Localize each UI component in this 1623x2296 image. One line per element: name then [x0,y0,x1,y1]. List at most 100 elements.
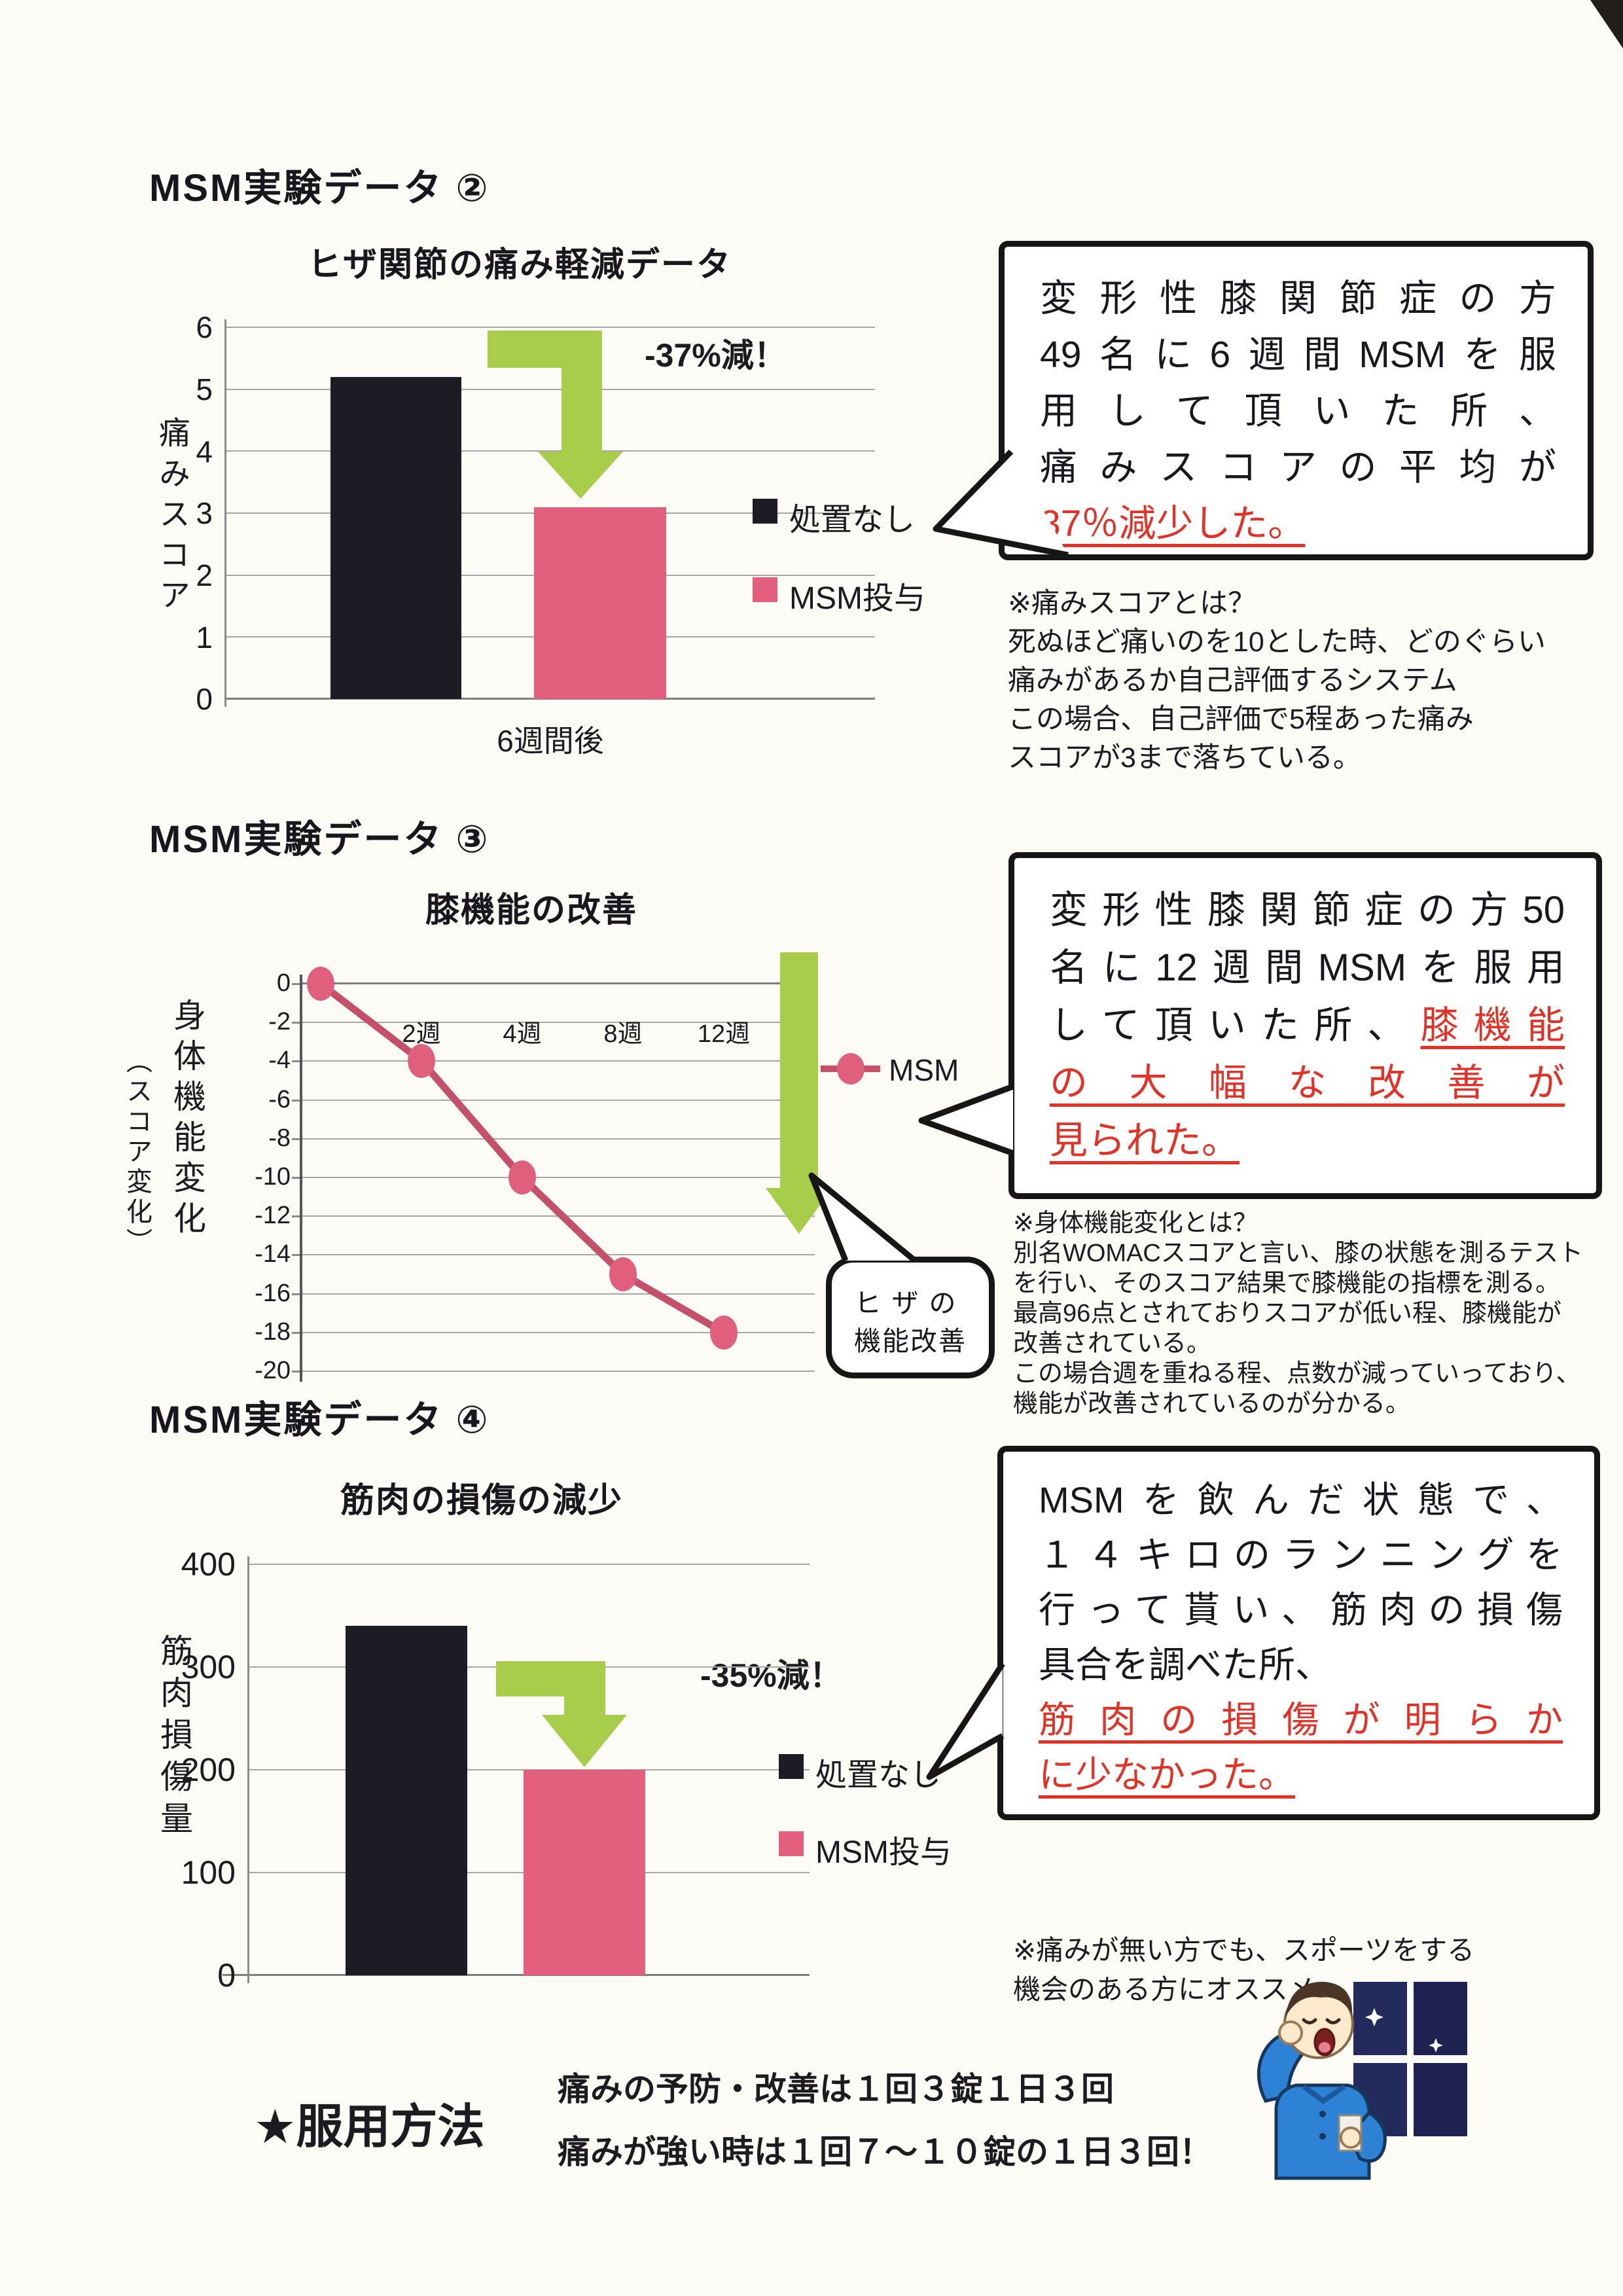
y-tick-label: 0 [217,1957,236,1994]
note-line: この場合週を重ねる程、点数が減っていっており、 [1013,1360,1581,1388]
y-tick-label: -4 [268,1047,291,1075]
bubble2-tail [918,1083,1014,1157]
scan-corner-artifact [1590,0,1623,48]
chart3-y-axis-label: 筋肉損傷量 [156,1634,192,1843]
y-tick-label: 0 [196,682,213,717]
bubble-line: 名に12週間MSMを服用 [1050,939,1565,997]
y-tick-mark [292,1215,301,1218]
y-tick-label: -8 [268,1124,291,1152]
y-tick-label: 3 [196,496,213,531]
y-tick-mark [292,1099,301,1102]
note-line: 別名WOMACスコアと言い、膝の状態を測るテスト [1013,1240,1584,1267]
section3-title: MSM実験データ ③ [149,818,490,861]
bubble-text: 49名に6週間MSMを服 [1040,334,1556,376]
bubble-line: 49名に6週間MSMを服 [1040,327,1556,383]
y-tick-label: 4 [196,434,213,469]
dosage-heading: ★服用方法 [254,2101,485,2153]
x-tick-label: 12週 [697,1020,751,1048]
bubble1-body: 変形性膝関節症の方 49名に6週間MSMを服 用して頂いた所、 痛みスコアの平均が 37… [1040,270,1556,552]
gridline [301,1331,815,1333]
y-tick-label: 2 [196,558,213,592]
bubble-text: 行って貰い、筋肉の損傷 [1039,1589,1563,1630]
y-tick-mark [292,1254,301,1257]
chart3-annotation: -35%減！ [700,1657,842,1694]
y-tick-mark [292,1022,301,1024]
note-line: この場合、自己評価で5程あった痛み [1008,704,1474,735]
y-tick-label: -16 [255,1279,291,1307]
gridline [226,450,875,452]
chart3-title: 筋肉の損傷の減少 [340,1482,624,1520]
y-tick-label: 6 [196,310,213,345]
bubble-text: して頂いた所、 [1050,1004,1421,1047]
note-line: を行い、そのスコア結果で膝機能の指標を測る。 [1013,1270,1561,1297]
gridline [301,1099,815,1101]
chart2-y-axis-label-sub: （スコア変化） [122,1047,151,1258]
legend-swatch-msm [779,1831,804,1856]
bubble-text: 痛みスコアの平均が [1040,446,1556,488]
note-exp2: ※痛みスコアとは？ 死ぬほど痛いのを10とした時、どのぐらい 痛みがあるか自己評価す… [1008,584,1546,778]
msm-data-point [609,1257,637,1291]
bubble-highlight-text: 膝機能 [1420,1004,1565,1047]
gridline [249,1564,810,1565]
bubble-text: 名に12週間MSMを服用 [1050,946,1565,989]
gridline [301,1215,815,1217]
note-line: 死ぬほど痛いのを10とした時、どのぐらい [1008,626,1546,658]
y-tick-label: 0 [276,969,291,997]
dosage-line-1: 痛みの予防・改善は１回３錠１日３回 [558,2071,1114,2108]
note-line: 機能が改善されているのが分かる。 [1013,1390,1410,1418]
gridline [301,982,815,984]
bubble-highlight-text: の大幅な改善が [1050,1062,1565,1104]
note-line: スコアが3まで落ちている。 [1008,742,1361,774]
x-tick-label: 4週 [503,1020,542,1048]
bubble-line: １４キロのランニングを [1039,1528,1563,1583]
chart2-legend-label-msm: MSM [889,1053,959,1087]
yawning-man-icon [1257,1981,1387,2180]
y-axis-line [247,1556,249,1983]
gridline [301,1138,815,1139]
note-line: 機会のある方にオススメ。 [1013,1974,1344,2005]
y-axis-line [300,975,302,1382]
bubble-line: 具合を調べた所、 [1039,1638,1563,1693]
bubble-line: の大幅な改善が [1050,1054,1565,1112]
gridline [301,1060,815,1062]
y-tick-mark [292,1293,301,1295]
speech-bubble-exp2: 変形性膝関節症の方 49名に6週間MSMを服 用して頂いた所、 痛みスコアの平均が 37… [999,241,1594,560]
note-line: ※痛みスコアとは？ [1008,588,1257,619]
note-exp3: ※身体機能変化とは？ 別名WOMACスコアと言い、膝の状態を測るテスト を行い、その… [1013,1208,1583,1419]
legend-swatch-msm [753,577,777,602]
chart2-y-axis-label-main: 身体機能変化 [169,998,205,1242]
bubble-line: 用して頂いた所、 [1040,383,1556,439]
y-tick-label: -20 [255,1356,291,1384]
y-tick-label: 100 [181,1854,236,1891]
callout-line: 機能改善 [854,1326,967,1356]
night-window-icon [1353,1982,1467,2136]
bubble-text: 具合を調べた所、 [1039,1644,1332,1685]
dosage-line-2: 痛みが強い時は１回７～１０錠の１日３回！ [558,2134,1212,2170]
y-tick-mark [292,1177,301,1179]
bubble-line: 37％減少した。 [1040,495,1556,552]
y-tick-mark [292,1138,301,1140]
legend-marker-msm [837,1053,865,1085]
bubble-highlight-text: に少なかった。 [1039,1754,1295,1795]
y-tick-mark [292,1060,301,1063]
callout-line: ヒザの [854,1288,967,1318]
gridline [301,1371,815,1372]
pajama-man-illustration [1257,1981,1467,2180]
bubble-text: MSMを飲んだ状態で、 [1039,1479,1563,1520]
gridline [226,388,875,390]
bubble-text: 変形性膝関節症の方 [1040,278,1556,319]
knee-improvement-callout: ヒザの 機能改善 [826,1257,995,1378]
chart2-title: 膝機能の改善 [425,891,638,929]
y-tick-label: -10 [255,1162,291,1191]
bubble-line: に少なかった。 [1039,1748,1563,1803]
legend-label: 処置なし [789,503,916,537]
y-tick-label: -14 [255,1240,291,1268]
reduction-arrow-chart1 [488,331,623,499]
bubble-line: 行って貰い、筋肉の損傷 [1039,1583,1563,1638]
bubble-highlight-text: 37％減少した。 [1040,503,1306,545]
legend-swatch-untreated [753,499,777,524]
bar-untreated [330,377,461,699]
note-exp4: ※痛みが無い方でも、スポーツをする 機会のある方にオススメ。 [1013,1931,1474,2009]
bubble-text: 用して頂いた所、 [1040,390,1556,432]
bar-untreated [346,1626,467,1975]
